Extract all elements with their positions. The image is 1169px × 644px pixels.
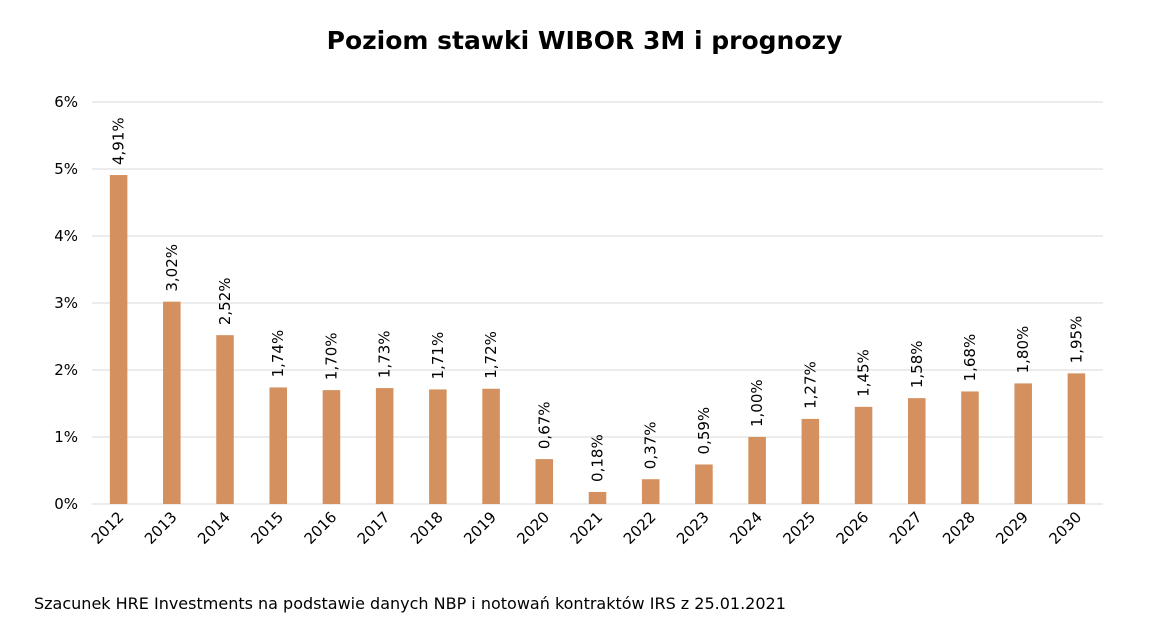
x-tick-label: 2018	[407, 508, 447, 548]
x-tick-label: 2021	[567, 508, 607, 548]
y-tick-label: 0%	[54, 495, 78, 513]
data-label: 0,59%	[695, 407, 713, 455]
bar	[163, 301, 181, 504]
x-tick-label: 2019	[460, 508, 500, 548]
data-label: 1,27%	[801, 361, 819, 409]
bars	[109, 175, 1086, 504]
data-label: 1,58%	[908, 340, 926, 388]
data-label: 1,68%	[961, 334, 979, 382]
bar	[801, 418, 820, 504]
gridlines	[92, 101, 1103, 505]
bar	[854, 406, 873, 504]
data-label: 4,91%	[110, 117, 128, 165]
bar	[482, 388, 500, 504]
data-label: 0,18%	[589, 434, 607, 482]
bar	[429, 389, 447, 504]
data-label: 2,52%	[216, 278, 234, 326]
y-axis: 0% 1% 2% 3% 4% 5% 6%	[54, 93, 78, 513]
x-tick-label: 2025	[779, 508, 819, 548]
bar	[695, 464, 713, 504]
y-tick-label: 5%	[54, 160, 78, 178]
bar	[907, 398, 926, 504]
data-label: 0,67%	[535, 401, 553, 449]
source-note: Szacunek HRE Investments na podstawie da…	[34, 594, 786, 613]
x-tick-label: 2027	[886, 508, 926, 548]
bar	[748, 437, 766, 504]
bar	[1014, 383, 1032, 504]
bar	[322, 390, 341, 504]
x-tick-label: 2023	[673, 508, 713, 548]
data-label: 1,74%	[269, 330, 287, 378]
data-label: 1,95%	[1067, 316, 1085, 364]
chart-title: Poziom stawki WIBOR 3M i prognozy	[326, 26, 843, 55]
x-tick-label: 2017	[354, 508, 394, 548]
x-tick-label: 2020	[513, 508, 553, 548]
bar	[641, 479, 660, 504]
y-tick-label: 3%	[54, 294, 78, 312]
data-label: 1,72%	[482, 331, 500, 379]
data-label: 0,37%	[642, 422, 660, 470]
x-tick-label: 2029	[992, 508, 1032, 548]
x-tick-label: 2013	[141, 508, 181, 548]
data-label: 3,02%	[163, 244, 181, 292]
x-tick-label: 2026	[833, 508, 873, 548]
bar	[375, 388, 394, 504]
data-label: 1,70%	[322, 332, 340, 380]
x-tick-label: 2016	[301, 508, 341, 548]
x-tick-label: 2030	[1045, 508, 1085, 548]
y-tick-label: 6%	[54, 93, 78, 111]
x-tick-label: 2028	[939, 508, 979, 548]
x-axis: 2012 2013 2014 2015 2016 2017 2018 2019 2020 2021…	[88, 508, 1086, 548]
data-label: 1,45%	[855, 349, 873, 397]
x-tick-label: 2012	[88, 508, 128, 548]
bar	[588, 491, 607, 504]
y-tick-label: 1%	[54, 428, 78, 446]
data-label: 1,00%	[748, 379, 766, 427]
bar	[216, 335, 234, 504]
x-tick-label: 2014	[194, 508, 234, 548]
x-tick-label: 2022	[620, 508, 660, 548]
bar	[109, 175, 128, 504]
data-label: 1,73%	[376, 330, 394, 378]
data-label: 1,71%	[429, 332, 447, 380]
y-tick-label: 2%	[54, 361, 78, 379]
data-labels: 4,91% 3,02% 2,52% 1,74% 1,70% 1,73% 1,71% 1,72%…	[110, 117, 1086, 482]
bar	[535, 459, 554, 504]
x-tick-label: 2024	[726, 508, 766, 548]
y-tick-label: 4%	[54, 227, 78, 245]
data-label: 1,80%	[1014, 326, 1032, 374]
x-tick-label: 2015	[247, 508, 287, 548]
bar	[1067, 373, 1086, 504]
bar	[961, 391, 979, 504]
bar	[269, 387, 288, 504]
